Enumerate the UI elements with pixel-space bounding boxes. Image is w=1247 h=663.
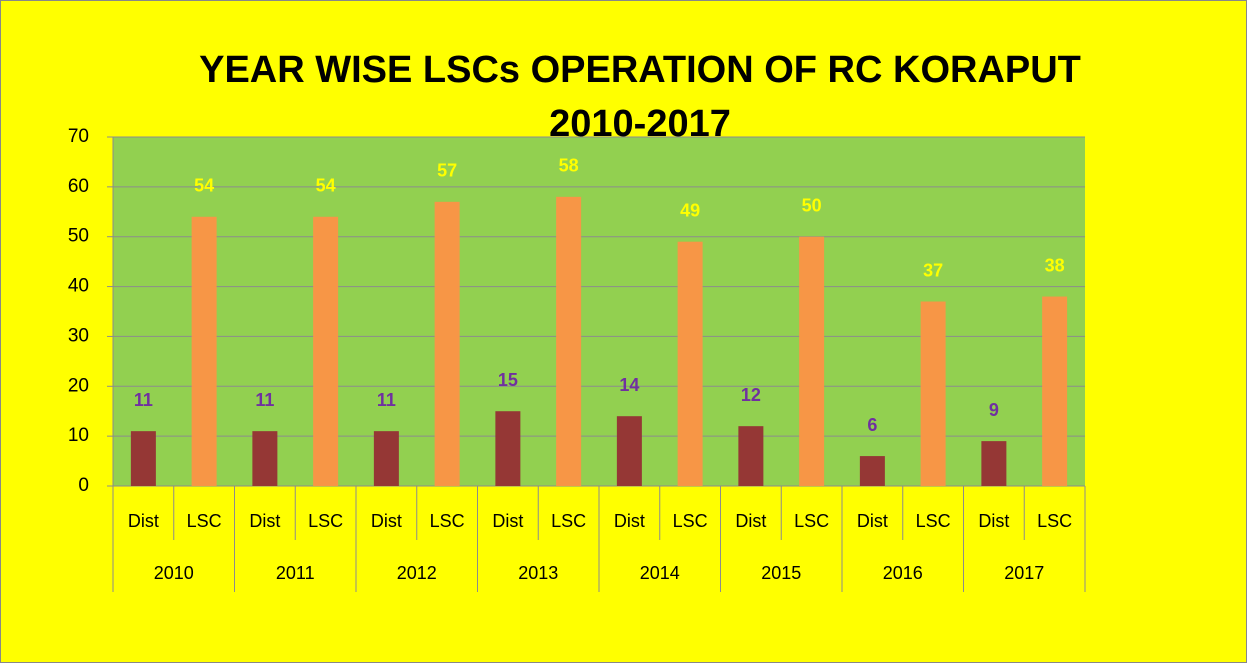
x-tick-label: LSC [673, 511, 708, 531]
group-label: 2013 [518, 563, 558, 583]
x-tick-label: LSC [1037, 511, 1072, 531]
data-label: 11 [255, 390, 274, 410]
bar [677, 241, 703, 486]
x-tick-label: LSC [551, 511, 586, 531]
group-label: 2011 [276, 563, 315, 583]
data-label: 37 [923, 260, 943, 280]
data-label: 49 [680, 200, 700, 220]
bar [130, 431, 156, 486]
data-label: 11 [134, 390, 153, 410]
x-tick-label: Dist [371, 511, 402, 531]
bar [859, 456, 885, 486]
group-label: 2014 [640, 563, 680, 583]
group-label: 2017 [1004, 563, 1044, 583]
chart-title: 2010-2017 [549, 103, 731, 145]
bar [191, 216, 217, 486]
bar [313, 216, 339, 486]
group-label: 2015 [761, 563, 801, 583]
data-label: 58 [559, 156, 579, 176]
group-label: 2016 [883, 563, 923, 583]
bar [556, 196, 582, 487]
bar [252, 431, 278, 486]
group-label: 2010 [154, 563, 194, 583]
data-label: 12 [741, 385, 761, 405]
data-label: 38 [1045, 255, 1065, 275]
y-tick-label: 40 [68, 276, 89, 297]
y-tick-label: 0 [78, 475, 89, 496]
data-label: 11 [377, 390, 396, 410]
bar [434, 201, 460, 487]
x-tick-label: LSC [794, 511, 829, 531]
x-tick-label: LSC [187, 511, 222, 531]
bar [981, 441, 1007, 486]
bar [616, 416, 642, 486]
x-tick-label: Dist [978, 511, 1009, 531]
y-tick-label: 70 [68, 126, 89, 147]
y-tick-label: 50 [68, 226, 89, 247]
y-tick-label: 30 [68, 325, 89, 346]
bar [738, 426, 764, 486]
group-label: 2012 [397, 563, 437, 583]
bar [799, 236, 825, 486]
x-tick-label: Dist [128, 511, 159, 531]
data-label: 57 [437, 161, 457, 181]
data-label: 6 [867, 415, 877, 435]
data-label: 9 [989, 400, 999, 420]
data-label: 54 [316, 176, 336, 196]
bar [920, 301, 946, 486]
bar [373, 431, 399, 486]
x-tick-label: Dist [735, 511, 766, 531]
x-tick-label: LSC [308, 511, 343, 531]
bar [495, 411, 521, 486]
x-tick-label: Dist [857, 511, 888, 531]
x-tick-label: Dist [249, 511, 280, 531]
data-label: 54 [194, 176, 214, 196]
y-tick-label: 60 [68, 176, 89, 197]
data-label: 14 [619, 375, 639, 395]
x-tick-label: LSC [916, 511, 951, 531]
data-label: 50 [802, 195, 822, 215]
data-label: 15 [498, 370, 518, 390]
chart-title: YEAR WISE LSCs OPERATION OF RC KORAPUT [199, 49, 1081, 91]
bar [1042, 296, 1068, 486]
y-tick-label: 10 [68, 425, 89, 446]
x-tick-label: LSC [430, 511, 465, 531]
x-tick-label: Dist [614, 511, 645, 531]
x-tick-label: Dist [492, 511, 523, 531]
y-tick-label: 20 [68, 375, 89, 396]
